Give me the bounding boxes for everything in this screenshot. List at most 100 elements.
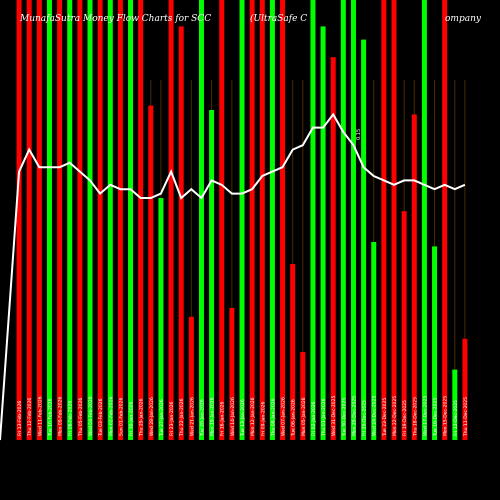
- x-tick-label: Fri 02-Jan-2026: [311, 401, 317, 436]
- x-tick-label: Wed 28-Jan-2026: [149, 397, 155, 436]
- bar-down: [391, 0, 397, 440]
- bar-down: [219, 0, 225, 440]
- x-tick-label: Wed 31-Dec-2025: [331, 395, 337, 436]
- x-tick-label: Fri 09-Jan-2026: [260, 401, 266, 436]
- bar-down: [442, 0, 448, 440]
- bar-up: [371, 242, 377, 440]
- company-name-tail: ompany: [445, 14, 481, 24]
- bar-down: [148, 105, 154, 440]
- bar-down: [462, 338, 468, 440]
- price-line: [0, 112, 466, 441]
- bar-up: [432, 246, 438, 440]
- x-tick-label: Fri 06-Feb-2026: [68, 401, 74, 436]
- bar-down: [178, 26, 184, 441]
- x-tick-label: Mon 29-Dec-2025: [351, 396, 357, 436]
- bar-down: [401, 211, 407, 440]
- bar-down: [117, 0, 123, 440]
- x-tick-label: Thu 29-Jan-2026: [139, 398, 145, 437]
- x-tick-label: Wed 21-Jan-2026: [189, 397, 195, 436]
- x-tick-label: Tue 10-Feb-2026: [47, 398, 53, 437]
- bar-down: [36, 0, 42, 440]
- bar-down: [249, 0, 255, 440]
- bar-up: [340, 0, 346, 440]
- x-tick-label: Mon 02-Feb-2026: [108, 397, 114, 436]
- volume-marker: 0.15: [356, 129, 362, 140]
- bar-up: [107, 0, 113, 440]
- x-tick-label: Tue 23-Dec-2025: [382, 398, 388, 437]
- bar-up: [128, 0, 134, 440]
- x-tick-label: Thu 01-Jan-2026: [321, 398, 327, 437]
- x-tick-label: Wed 17-Dec-2025: [422, 395, 428, 436]
- x-tick-label: Tue 20-Jan-2026: [199, 399, 205, 437]
- x-tick-label: Wed 14-Jan-2026: [230, 397, 236, 436]
- bar-up: [452, 369, 458, 440]
- x-tick-label: Mon 22-Dec-2025: [392, 396, 398, 436]
- bar-up: [46, 0, 52, 440]
- bar-up: [310, 0, 316, 440]
- price-line-lead: [0, 171, 21, 441]
- x-tick-label: Thu 05-Feb-2026: [78, 398, 84, 437]
- price-line-path: [18, 112, 466, 200]
- x-tick-label: Thu 11-Dec-2025: [463, 397, 469, 437]
- bar-down: [290, 264, 296, 440]
- bar-down: [26, 0, 32, 440]
- x-tick-label: Tue 06-Jan-2026: [291, 399, 297, 437]
- x-tick-label: Fri 16-Jan-2026: [220, 401, 226, 436]
- x-tick-label: Tue 30-Dec-2025: [341, 398, 347, 437]
- x-tick-label: Wed 11-Feb-2026: [37, 396, 43, 436]
- bar-up: [87, 0, 93, 440]
- money-flow-bars: [16, 0, 468, 441]
- x-axis-date-labels: Fri 13-Feb-2026 Thu 12-Feb-2026 Wed 11-Feb…: [17, 129, 469, 437]
- x-tick-label: Wed 24-Dec-2025: [372, 395, 378, 436]
- x-tick-label: Wed 07-Jan-2026: [281, 397, 287, 436]
- x-tick-label: Tue 27-Jan-2026: [159, 399, 165, 437]
- x-tick-label: Mon 05-Jan-2026: [301, 397, 307, 436]
- x-tick-label: Thu 08-Jan-2026: [270, 398, 276, 437]
- bar-down: [280, 0, 286, 440]
- bar-down: [411, 114, 417, 441]
- bar-down: [188, 316, 194, 440]
- x-tick-label: Fri 13-Feb-2026: [17, 401, 23, 436]
- x-tick-label: Thu 12-Feb-2026: [27, 398, 33, 437]
- bar-down: [381, 0, 387, 440]
- x-tick-label: Fri 26-Dec-2025: [362, 400, 368, 436]
- bar-up: [239, 0, 245, 440]
- x-tick-label: Thu 18-Dec-2025: [412, 397, 418, 437]
- x-tick-label: Sun 01-Feb-2026: [118, 397, 124, 436]
- bar-down: [330, 57, 336, 440]
- bar-up: [350, 0, 356, 440]
- bar-up: [269, 0, 275, 440]
- bar-up: [209, 110, 215, 440]
- x-tick-label: Thu 22-Jan-2026: [179, 398, 185, 437]
- bar-down: [57, 0, 63, 440]
- x-tick-label: Tue 13-Jan-2026: [240, 399, 246, 437]
- x-tick-label: Fri 23-Jan-2026: [169, 401, 175, 436]
- bar-down: [16, 0, 22, 440]
- bar-up: [421, 0, 427, 440]
- bar-up: [158, 198, 164, 440]
- bar-up: [320, 26, 326, 441]
- bar-up: [67, 0, 73, 440]
- x-tick-label: Fri 12-Dec-2025: [453, 400, 459, 436]
- x-tick-label: Tue 16-Dec-2025: [433, 398, 439, 437]
- x-tick-label: Mon 09-Feb-2026: [58, 397, 64, 436]
- bar-down: [259, 0, 265, 440]
- chart-title: MunafaSutra Money Flow Charts for SCC: [20, 14, 212, 24]
- x-tick-label: Mon 19-Jan-2026: [210, 397, 216, 436]
- bar-down: [168, 0, 174, 440]
- x-tick-label: Wed 04-Feb-2026: [88, 396, 94, 436]
- bar-up: [361, 39, 367, 440]
- bar-down: [138, 0, 144, 440]
- bar-up: [198, 0, 204, 440]
- bar-down: [229, 308, 235, 440]
- x-tick-label: Mon 12-Jan-2026: [250, 397, 256, 436]
- x-tick-label: Fri 30-Jan-2026: [129, 401, 135, 436]
- x-tick-label: Tue 03-Feb-2026: [98, 398, 104, 437]
- x-tick-label: Fri 19-Dec-2025: [402, 400, 408, 436]
- bar-down: [77, 0, 83, 440]
- bar-down: [97, 0, 103, 440]
- company-name: (UltraSafe C: [250, 14, 308, 24]
- x-tick-label: Mon 15-Dec-2025: [443, 396, 449, 436]
- bar-down: [300, 352, 306, 440]
